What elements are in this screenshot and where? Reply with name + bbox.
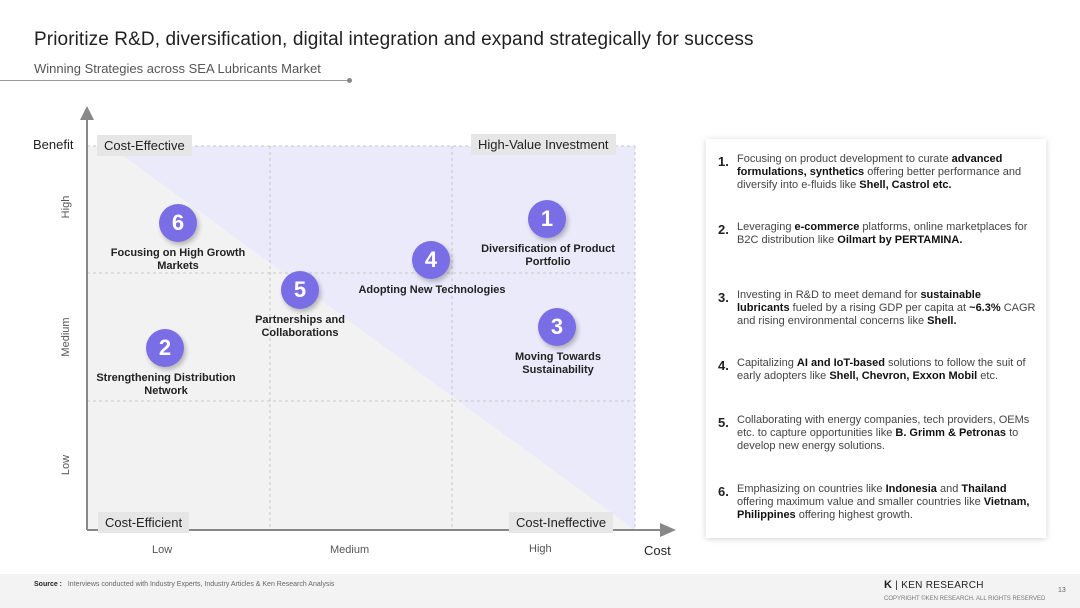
- ken-research-logo: K | KEN RESEARCH: [884, 579, 984, 591]
- strategy-label-4: Adopting New Technologies: [358, 284, 506, 296]
- strategy-details-panel: 1. Focusing on product development to cu…: [706, 139, 1046, 538]
- panel-item-number: 5.: [718, 415, 729, 430]
- copyright-text: COPYRIGHT ©KEN RESEARCH. ALL RIGHTS RESE…: [884, 596, 1046, 602]
- page-title: Prioritize R&D, diversification, digital…: [34, 29, 754, 50]
- source-text: Interviews conducted with Industry Exper…: [67, 581, 335, 588]
- panel-item-number: 2.: [718, 222, 729, 237]
- quadrant-cost-ineffective: Cost-Ineffective: [509, 512, 614, 533]
- panel-item-text: Collaborating with energy companies, tec…: [737, 414, 1030, 452]
- quadrant-high-value-investment: High-Value Investment: [471, 134, 616, 155]
- strategy-bubble-3: 3: [538, 308, 576, 346]
- panel-item-text: Investing in R&D to meet demand for sust…: [737, 289, 1036, 327]
- strategy-bubble-6: 6: [159, 204, 197, 242]
- strategy-label-3: Moving Towards Sustainability: [515, 351, 601, 376]
- panel-item-number: 6.: [718, 484, 729, 499]
- panel-item-text: Capitalizing AI and IoT-based solutions …: [737, 357, 1026, 382]
- panel-item: 1. Focusing on product development to cu…: [718, 153, 1036, 192]
- panel-item-number: 3.: [718, 290, 729, 305]
- y-tick-high: High: [60, 195, 72, 219]
- strategy-label-1: Diversification of Product Portfolio: [481, 243, 615, 268]
- strategy-bubble-5: 5: [281, 271, 319, 309]
- subtitle-divider: [0, 80, 350, 81]
- quadrant-cost-efficient: Cost-Efficient: [98, 512, 190, 533]
- strategy-bubble-2: 2: [146, 329, 184, 367]
- panel-item: 5. Collaborating with energy companies, …: [718, 414, 1036, 453]
- panel-item-number: 4.: [718, 358, 729, 373]
- source-label: Source :: [34, 581, 63, 588]
- quadrant-cost-effective: Cost-Effective: [97, 135, 192, 156]
- x-axis-arrow: [660, 523, 676, 537]
- strategy-label-6: Focusing on High Growth Markets: [110, 247, 246, 272]
- strategy-bubble-1: 1: [528, 200, 566, 238]
- y-tick-low: Low: [60, 454, 72, 476]
- strategy-bubble-4: 4: [412, 241, 450, 279]
- x-tick-medium: Medium: [330, 544, 370, 556]
- panel-item-text: Emphasizing on countries like Indonesia …: [737, 483, 1030, 521]
- page-number: 13: [1058, 587, 1066, 594]
- panel-item-number: 1.: [718, 154, 729, 169]
- y-axis-title: Benefit: [33, 137, 74, 152]
- panel-item: 3. Investing in R&D to meet demand for s…: [718, 289, 1036, 328]
- logo-text: | KEN RESEARCH: [895, 579, 984, 591]
- x-axis-title: Cost: [644, 543, 671, 558]
- panel-item: 2. Leveraging e-commerce platforms, onli…: [718, 221, 1036, 247]
- panel-item-text: Leveraging e-commerce platforms, online …: [737, 221, 1028, 246]
- source-note: Source : Interviews conducted with Indus…: [34, 581, 334, 588]
- shaded-region: [110, 146, 635, 530]
- logo-mark-icon: K: [884, 579, 893, 591]
- panel-item-text: Focusing on product development to curat…: [737, 153, 1022, 191]
- x-tick-high: High: [529, 543, 552, 555]
- strategy-label-2: Strengthening Distribution Network: [96, 372, 236, 397]
- y-axis-arrow: [80, 106, 94, 120]
- page-subtitle: Winning Strategies across SEA Lubricants…: [34, 61, 321, 76]
- x-tick-low: Low: [152, 544, 173, 556]
- panel-item: 4. Capitalizing AI and IoT-based solutio…: [718, 357, 1036, 383]
- subtitle-divider-dot: [347, 78, 352, 83]
- panel-item: 6. Emphasizing on countries like Indones…: [718, 483, 1036, 522]
- y-tick-medium: Medium: [60, 317, 72, 357]
- strategy-label-5: Partnerships and Collaborations: [255, 314, 345, 339]
- footer-bar: [0, 574, 1080, 608]
